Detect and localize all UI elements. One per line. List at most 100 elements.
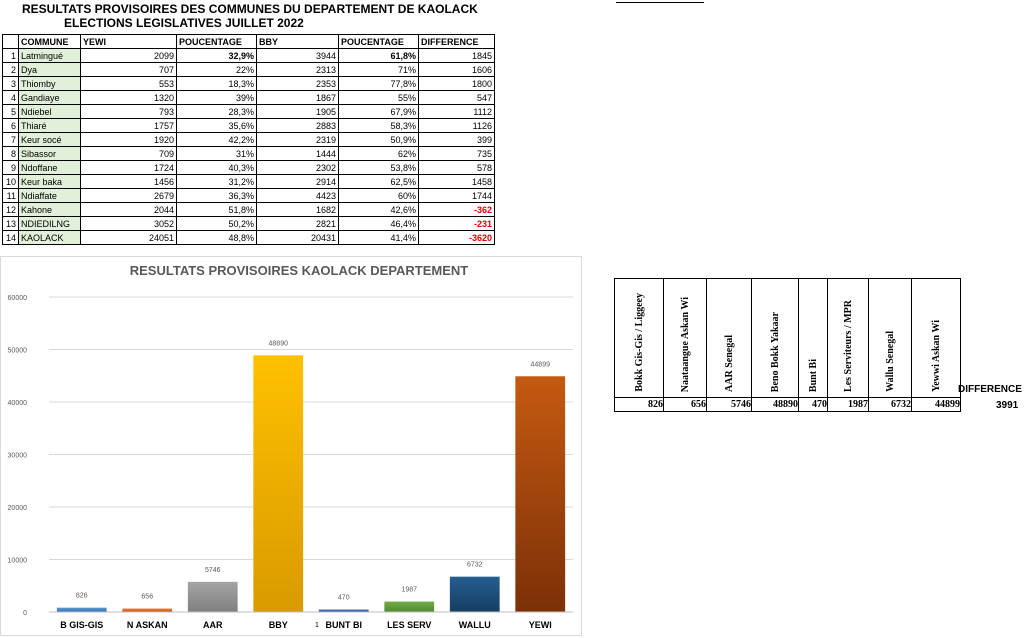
bby-percent-cell: 60% bbox=[338, 188, 419, 203]
row-index: 3 bbox=[2, 76, 19, 91]
bby-percent-cell: 62% bbox=[338, 146, 419, 161]
votes-header-cell: Bokk Gis-Gis / Liggeey bbox=[614, 278, 664, 398]
data-label: 1987 bbox=[401, 587, 417, 594]
party-name-label: Yewwi Askan Wi bbox=[930, 320, 942, 392]
x-tick-label: N ASKAN bbox=[127, 620, 168, 630]
difference-cell: -231 bbox=[418, 216, 495, 231]
table-header-pct-bby: POUCENTAGE bbox=[338, 34, 419, 49]
votes-header-cell: Yewwi Askan Wi bbox=[911, 278, 961, 398]
bar bbox=[515, 376, 566, 612]
party-name-label: Beno Bokk Yakaar bbox=[769, 311, 781, 392]
bby-votes-cell: 2319 bbox=[256, 132, 339, 147]
yewi-votes-cell: 2679 bbox=[80, 188, 177, 203]
row-index: 2 bbox=[2, 62, 19, 77]
y-tick-label: 20000 bbox=[8, 505, 28, 512]
difference-value: 3991 bbox=[996, 400, 1019, 411]
data-label: 470 bbox=[338, 595, 350, 602]
commune-cell: Keur baka bbox=[18, 174, 81, 189]
commune-cell: NDIEDILNG bbox=[18, 216, 81, 231]
yewi-votes-cell: 1757 bbox=[80, 118, 177, 133]
y-tick-label: 30000 bbox=[8, 453, 28, 460]
bar bbox=[253, 355, 304, 612]
bby-votes-cell: 2914 bbox=[256, 174, 339, 189]
table-row: 5 Ndiebel 793 28,3% 1905 67,9% 1112 bbox=[2, 104, 495, 119]
commune-cell: Ndoffane bbox=[18, 160, 81, 175]
table-row: 1 Latmingué 2099 32,9% 3944 61,8% 1845 bbox=[2, 48, 495, 63]
data-label: 44899 bbox=[531, 361, 551, 368]
chart-title: RESULTATS PROVISOIRES KAOLACK DEPARTEMEN… bbox=[130, 263, 469, 278]
y-tick-label: 60000 bbox=[8, 295, 28, 302]
table-header-commune: COMMUNE bbox=[18, 34, 81, 49]
bby-percent-cell: 71% bbox=[338, 62, 419, 77]
row-index: 7 bbox=[2, 132, 19, 147]
data-label: 48890 bbox=[269, 340, 289, 347]
votes-value-cell: 48890 bbox=[751, 397, 799, 412]
table-row: 8 Sibassor 709 31% 1444 62% 735 bbox=[2, 146, 495, 161]
table-row: 12 Kahone 2044 51,8% 1682 42,6% -362 bbox=[2, 202, 495, 217]
commune-cell: Sibassor bbox=[18, 146, 81, 161]
bar-chart: RESULTATS PROVISOIRES KAOLACK DEPARTEMEN… bbox=[0, 256, 582, 636]
yewi-percent-cell: 32,9% bbox=[176, 48, 257, 63]
table-row: 4 Gandiaye 1320 39% 1867 55% 547 bbox=[2, 90, 495, 105]
votes-value-cell: 6732 bbox=[868, 397, 912, 412]
bby-votes-cell: 2313 bbox=[256, 62, 339, 77]
votes-value-cell: 5746 bbox=[706, 397, 752, 412]
commune-cell: Ndiebel bbox=[18, 104, 81, 119]
row-index: 12 bbox=[2, 202, 19, 217]
table-row: 6 Thiaré 1757 35,6% 2883 58,3% 1126 bbox=[2, 118, 495, 133]
difference-cell: 1744 bbox=[418, 188, 495, 203]
yewi-percent-cell: 18,3% bbox=[176, 76, 257, 91]
yewi-percent-cell: 22% bbox=[176, 62, 257, 77]
x-tick-label: YEWI bbox=[529, 620, 552, 630]
difference-cell: 1800 bbox=[418, 76, 495, 91]
bby-votes-cell: 2353 bbox=[256, 76, 339, 91]
votes-value-cell: 656 bbox=[663, 397, 707, 412]
yewi-votes-cell: 24051 bbox=[80, 230, 177, 245]
x-tick-label: LES SERV bbox=[387, 620, 431, 630]
yewi-votes-cell: 3052 bbox=[80, 216, 177, 231]
votes-header-cell: Wallu Senegal bbox=[868, 278, 912, 398]
commune-cell: Dya bbox=[18, 62, 81, 77]
table-row: 14 KAOLACK 24051 48,8% 20431 41,4% -3620 bbox=[2, 230, 495, 245]
yewi-percent-cell: 51,8% bbox=[176, 202, 257, 217]
yewi-votes-cell: 1920 bbox=[80, 132, 177, 147]
votes-value-cell: 1987 bbox=[827, 397, 869, 412]
yewi-votes-cell: 1320 bbox=[80, 90, 177, 105]
x-tick-label: AAR bbox=[203, 620, 223, 630]
commune-cell: Gandiaye bbox=[18, 90, 81, 105]
difference-cell: 578 bbox=[418, 160, 495, 175]
row-index: 14 bbox=[2, 230, 19, 245]
table-header-pct-yewi: POUCENTAGE bbox=[176, 34, 257, 49]
x-tick-label: BUNT BI bbox=[326, 620, 363, 630]
bby-votes-cell: 1867 bbox=[256, 90, 339, 105]
table-header-yewi: YEWI bbox=[80, 34, 177, 49]
party-name-label: Bunt Bi bbox=[807, 358, 819, 392]
y-tick-label: 0 bbox=[23, 610, 27, 617]
yewi-percent-cell: 48,8% bbox=[176, 230, 257, 245]
bby-votes-cell: 4423 bbox=[256, 188, 339, 203]
yewi-votes-cell: 1724 bbox=[80, 160, 177, 175]
bby-percent-cell: 50,9% bbox=[338, 132, 419, 147]
bby-votes-cell: 2302 bbox=[256, 160, 339, 175]
bby-percent-cell: 77,8% bbox=[338, 76, 419, 91]
bby-percent-cell: 67,9% bbox=[338, 104, 419, 119]
chart-x-axis: B GIS-GIS N ASKAN AAR BBY BUNT BI LES SERV WAL… bbox=[49, 611, 573, 630]
yewi-percent-cell: 31,2% bbox=[176, 174, 257, 189]
yewi-votes-cell: 1456 bbox=[80, 174, 177, 189]
bby-percent-cell: 53,8% bbox=[338, 160, 419, 175]
bby-votes-cell: 1444 bbox=[256, 146, 339, 161]
party-name-label: Les Serviteurs / MPR bbox=[842, 300, 854, 392]
x-tick-label: B GIS-GIS bbox=[60, 620, 103, 630]
data-label: 656 bbox=[141, 594, 153, 601]
votes-header-cell: Les Serviteurs / MPR bbox=[827, 278, 869, 398]
y-tick-label: 50000 bbox=[8, 348, 28, 355]
bby-percent-cell: 55% bbox=[338, 90, 419, 105]
bby-votes-cell: 3944 bbox=[256, 48, 339, 63]
commune-cell: Kahone bbox=[18, 202, 81, 217]
bby-percent-cell: 46,4% bbox=[338, 216, 419, 231]
data-label: 6732 bbox=[467, 562, 483, 569]
bby-votes-cell: 20431 bbox=[256, 230, 339, 245]
party-name-label: Naataangue Askan Wi bbox=[679, 296, 691, 392]
stray-tick-label: 1 bbox=[315, 622, 319, 629]
bby-percent-cell: 58,3% bbox=[338, 118, 419, 133]
